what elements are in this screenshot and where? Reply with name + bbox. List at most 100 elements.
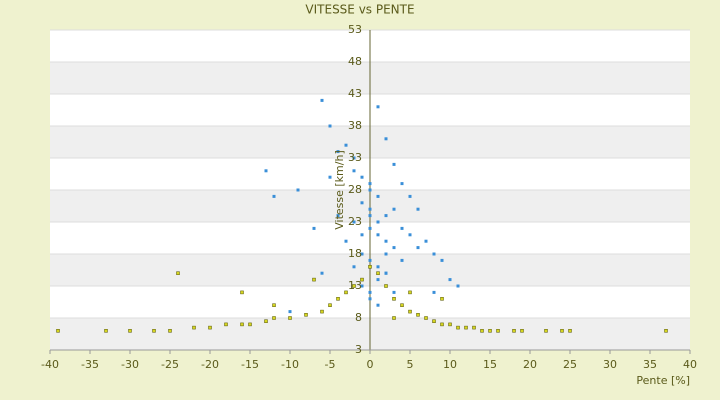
- scatter-point: [472, 325, 476, 330]
- scatter-point: [168, 329, 172, 333]
- scatter-point: [488, 329, 492, 333]
- scatter-point: [336, 214, 340, 218]
- scatter-point: [408, 233, 412, 237]
- x-tick-label: 0: [367, 358, 374, 371]
- y-tick-label: 38: [348, 119, 362, 132]
- x-tick-label: 30: [603, 358, 617, 371]
- scatter-point: [368, 226, 372, 230]
- scatter-point: [296, 188, 300, 192]
- scatter-point: [376, 194, 380, 198]
- scatter-point: [384, 284, 388, 288]
- scatter-point: [288, 310, 292, 314]
- scatter-point: [376, 265, 380, 269]
- scatter-point: [328, 303, 332, 307]
- scatter-point: [328, 124, 332, 128]
- scatter-point: [400, 226, 404, 230]
- x-tick-label: -35: [81, 358, 99, 371]
- scatter-point: [456, 325, 460, 330]
- x-tick-label: 25: [563, 358, 577, 371]
- x-tick-label: 15: [483, 358, 497, 371]
- scatter-point: [440, 297, 444, 301]
- x-tick-label: 5: [407, 358, 414, 371]
- scatter-point: [360, 252, 364, 256]
- scatter-point: [400, 303, 404, 307]
- scatter-point: [384, 239, 388, 243]
- scatter-point: [400, 182, 404, 186]
- y-tick-label: 53: [348, 23, 362, 36]
- y-tick-label: 33: [348, 151, 362, 164]
- scatter-point: [272, 194, 276, 198]
- y-tick-label: 23: [348, 215, 362, 228]
- scatter-point: [336, 297, 340, 301]
- scatter-point: [512, 329, 516, 333]
- x-tick-label: -15: [241, 358, 259, 371]
- scatter-point: [152, 329, 156, 333]
- scatter-point: [320, 271, 324, 275]
- scatter-point: [360, 284, 364, 288]
- scatter-point: [368, 188, 372, 192]
- scatter-point: [544, 329, 548, 333]
- scatter-point: [568, 329, 572, 333]
- scatter-point: [392, 246, 396, 250]
- scatter-point: [376, 105, 380, 109]
- scatter-point: [176, 271, 180, 275]
- scatter-point: [384, 137, 388, 141]
- scatter-point: [464, 325, 468, 330]
- scatter-point: [352, 220, 356, 224]
- scatter-point: [496, 329, 500, 333]
- scatter-point: [352, 156, 356, 160]
- scatter-point: [312, 277, 316, 282]
- scatter-point: [368, 207, 372, 211]
- scatter-point: [520, 329, 524, 333]
- scatter-point: [208, 325, 212, 330]
- scatter-point: [368, 297, 372, 301]
- scatter-point: [432, 252, 436, 256]
- scatter-point: [392, 297, 396, 301]
- chart-title: VITESSE vs PENTE: [305, 3, 414, 17]
- scatter-point: [392, 316, 396, 320]
- scatter-point: [384, 252, 388, 256]
- scatter-point: [272, 303, 276, 307]
- scatter-point: [432, 290, 436, 294]
- scatter-point: [328, 175, 332, 179]
- scatter-point: [344, 239, 348, 243]
- x-tick-label: 35: [643, 358, 657, 371]
- scatter-point: [368, 182, 372, 186]
- scatter-point: [360, 175, 364, 179]
- scatter-point: [416, 207, 420, 211]
- scatter-point: [664, 329, 668, 333]
- x-tick-label: -20: [201, 358, 219, 371]
- scatter-point: [128, 329, 132, 333]
- y-tick-label: 43: [348, 87, 362, 100]
- scatter-point: [248, 322, 252, 327]
- scatter-point: [440, 258, 444, 262]
- scatter-point: [408, 290, 412, 295]
- scatter-point: [104, 329, 108, 333]
- x-tick-label: -40: [41, 358, 59, 371]
- scatter-point: [312, 226, 316, 230]
- scatter-point: [360, 201, 364, 205]
- scatter-point: [240, 322, 244, 327]
- y-tick-label: 28: [348, 183, 362, 196]
- scatter-point: [368, 214, 372, 218]
- y-axis-title: Vitesse [km/h]: [333, 150, 346, 230]
- scatter-point: [304, 313, 308, 317]
- scatter-point: [440, 322, 444, 327]
- x-axis-title: Pente [%]: [636, 374, 690, 387]
- scatter-point: [288, 316, 292, 320]
- scatter-point: [352, 284, 356, 288]
- scatter-point: [344, 143, 348, 147]
- scatter-point: [424, 239, 428, 243]
- scatter-point: [456, 284, 460, 288]
- x-tick-label: 40: [683, 358, 697, 371]
- scatter-point: [448, 278, 452, 282]
- scatter-point: [264, 169, 268, 173]
- scatter-point: [360, 277, 364, 282]
- y-tick-label: 48: [348, 55, 362, 68]
- scatter-point: [240, 290, 244, 295]
- scatter-point: [448, 322, 452, 327]
- scatter-point: [272, 316, 276, 320]
- scatter-point: [384, 214, 388, 218]
- scatter-point: [368, 290, 372, 294]
